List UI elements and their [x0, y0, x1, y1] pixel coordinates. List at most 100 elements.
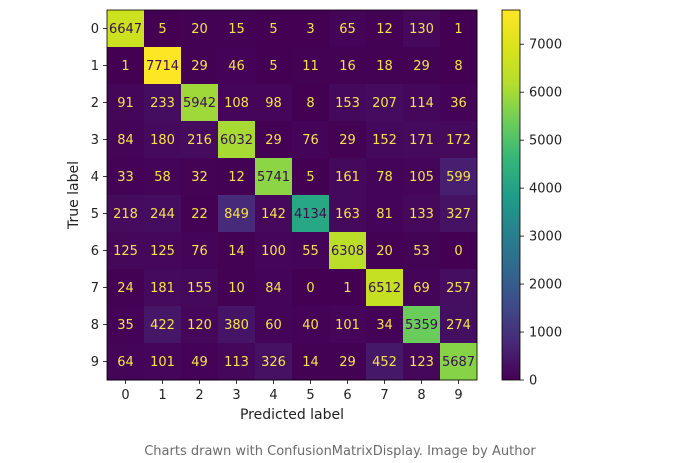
y-tick-label: 4: [91, 170, 99, 185]
x-tick-label: 2: [195, 388, 203, 403]
cell-value-label: 130: [409, 22, 434, 37]
heatmap-cell: [329, 232, 367, 270]
cell-value-label: 12: [376, 22, 393, 37]
heatmap-cell: [144, 84, 182, 122]
cell-value-labels: 6647 5 20 15 5 3 65 12 130 11 7714 29 46 5 11 16 18 29 891…: [109, 22, 475, 370]
cell-value-label: 849: [224, 207, 249, 222]
cell-value-label: 105: [409, 170, 434, 185]
cell-value-label: 181: [150, 281, 175, 296]
heatmap-cell: [107, 84, 145, 122]
heatmap-cell: [440, 47, 478, 85]
cell-value-label: 29: [191, 59, 208, 74]
heatmap-cell: [181, 121, 219, 159]
heatmap-cell: [144, 343, 182, 381]
y-tick-label: 0: [91, 22, 99, 37]
heatmap-cell: [255, 195, 293, 233]
cell-value-label: 78: [376, 170, 393, 185]
cell-value-label: 6512: [368, 281, 401, 296]
heatmap-cell: [218, 158, 256, 196]
cell-value-label: 29: [339, 133, 356, 148]
heatmap-cell: [144, 269, 182, 307]
heatmap-cell: [329, 306, 367, 344]
y-tick-label: 1: [91, 59, 99, 74]
heatmap-cell: [403, 121, 441, 159]
colorbar: [501, 9, 521, 381]
heatmap-cell: [255, 343, 293, 381]
heatmap-cell: [329, 343, 367, 381]
heatmap-cell: [218, 232, 256, 270]
heatmap-cell: [255, 10, 293, 48]
heatmap-cell: [144, 195, 182, 233]
heatmap-cell: [255, 47, 293, 85]
cell-value-label: 207: [372, 96, 397, 111]
cell-value-label: 5741: [257, 170, 290, 185]
heatmap-cell: [218, 47, 256, 85]
cell-value-label: 8: [454, 59, 462, 74]
heatmap-cell: [292, 47, 330, 85]
cell-value-label: 4134: [294, 207, 327, 222]
heatmap-cell: [292, 269, 330, 307]
heatmap-cell: [292, 232, 330, 270]
cell-value-label: 5359: [405, 318, 438, 333]
heatmap-cell: [329, 84, 367, 122]
cell-value-label: 113: [224, 355, 249, 370]
y-tick-label: 9: [91, 355, 99, 370]
heatmap-cell: [292, 158, 330, 196]
heatmap-cell: [218, 269, 256, 307]
cell-value-label: 153: [335, 96, 360, 111]
cell-value-label: 10: [228, 281, 245, 296]
colorbar-tick-label: 7000: [529, 38, 562, 53]
colorbar-tick-label: 3000: [529, 230, 562, 245]
cell-value-label: 24: [117, 281, 134, 296]
heatmap-cell: [144, 306, 182, 344]
cell-value-label: 125: [113, 244, 138, 259]
colorbar-tick-label: 0: [529, 374, 537, 389]
matrix-frame: [106, 9, 478, 381]
heatmap-cell: [329, 121, 367, 159]
cell-value-label: 5: [158, 22, 166, 37]
heatmap-cell: [440, 158, 478, 196]
heatmap-cell: [292, 343, 330, 381]
heatmap-cell: [329, 195, 367, 233]
heatmap-cell: [144, 47, 182, 85]
image-caption: Charts drawn with ConfusionMatrixDisplay…: [144, 444, 536, 459]
cell-value-label: 81: [376, 207, 393, 222]
heatmap-cell: [329, 10, 367, 48]
cell-value-label: 163: [335, 207, 360, 222]
cell-value-label: 422: [150, 318, 175, 333]
cell-value-label: 114: [409, 96, 434, 111]
cell-value-label: 36: [450, 96, 467, 111]
cell-value-label: 155: [187, 281, 212, 296]
cell-value-label: 101: [150, 355, 175, 370]
heatmap-cell: [440, 195, 478, 233]
heatmap-cell: [144, 121, 182, 159]
heatmap-cell: [292, 10, 330, 48]
heatmap-cell: [366, 232, 404, 270]
heatmap-cell: [366, 158, 404, 196]
cell-value-label: 76: [191, 244, 208, 259]
y-tick-label: 6: [91, 244, 99, 259]
colorbar-tick-label: 1000: [529, 326, 562, 341]
y-tick-label: 7: [91, 281, 99, 296]
cell-value-label: 326: [261, 355, 286, 370]
heatmap-cell: [292, 195, 330, 233]
heatmap-cell: [329, 47, 367, 85]
heatmap-cell: [218, 121, 256, 159]
cell-value-label: 69: [413, 281, 430, 296]
heatmap-cell: [366, 306, 404, 344]
heatmap-cell: [440, 84, 478, 122]
cell-value-label: 55: [302, 244, 319, 259]
cell-value-label: 6647: [109, 22, 142, 37]
cell-value-label: 108: [224, 96, 249, 111]
heatmap-cell: [403, 47, 441, 85]
heatmap-cell: [218, 84, 256, 122]
y-tick-label: 2: [91, 96, 99, 111]
cell-value-label: 29: [413, 59, 430, 74]
cell-value-label: 53: [413, 244, 430, 259]
cell-value-label: 98: [265, 96, 282, 111]
cell-value-label: 180: [150, 133, 175, 148]
heatmap-cell: [440, 121, 478, 159]
colorbar-tick-label: 5000: [529, 134, 562, 149]
cell-value-label: 172: [446, 133, 471, 148]
cell-value-label: 244: [150, 207, 175, 222]
